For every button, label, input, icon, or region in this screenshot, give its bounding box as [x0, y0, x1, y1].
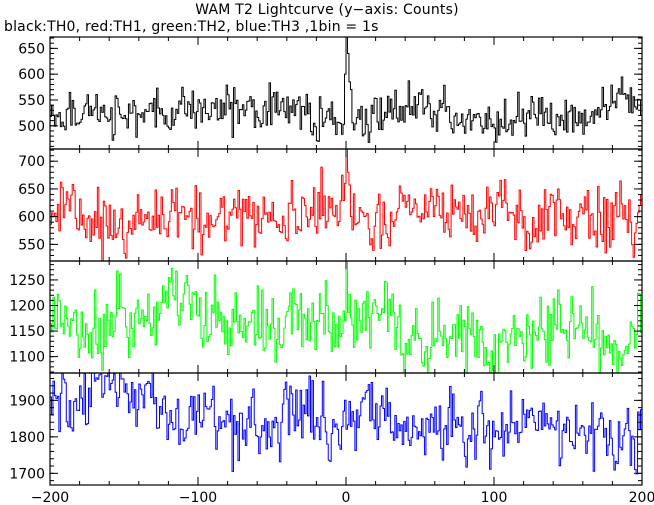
x-tick-label: 200	[629, 490, 654, 505]
y-tick-label-th3: 1900	[9, 393, 45, 409]
x-tick-label: −200	[31, 490, 69, 505]
x-tick-label: 0	[342, 490, 351, 505]
x-tick-label: 100	[481, 490, 508, 505]
x-tick-label: −100	[179, 490, 217, 505]
y-tick-label-th3: 1700	[9, 466, 45, 482]
y-tick-label-th1: 600	[18, 210, 45, 226]
y-tick-label-th1: 550	[18, 237, 45, 253]
y-tick-label-th2: 1100	[9, 350, 45, 366]
chart-subtitle: black:TH0, red:TH1, green:TH2, blue:TH3 …	[4, 19, 379, 35]
series-line-th0	[50, 37, 642, 143]
y-tick-label-th0: 650	[18, 41, 45, 57]
series-line-th1	[50, 149, 642, 261]
y-tick-label-th0: 550	[18, 93, 45, 109]
panel-frame-th3	[49, 372, 643, 486]
series-line-th3	[50, 373, 642, 475]
y-tick-label-th0: 500	[18, 119, 45, 135]
series-line-th2	[50, 261, 642, 373]
y-tick-label-th1: 650	[18, 182, 45, 198]
y-tick-label-th2: 1250	[9, 273, 45, 289]
y-tick-label-th2: 1150	[9, 324, 45, 340]
y-tick-label-th1: 700	[18, 154, 45, 170]
chart-title: WAM T2 Lightcurve (y−axis: Counts)	[195, 2, 459, 18]
y-tick-label-th2: 1200	[9, 298, 45, 314]
y-tick-label-th3: 1800	[9, 430, 45, 446]
y-tick-label-th0: 600	[18, 67, 45, 83]
